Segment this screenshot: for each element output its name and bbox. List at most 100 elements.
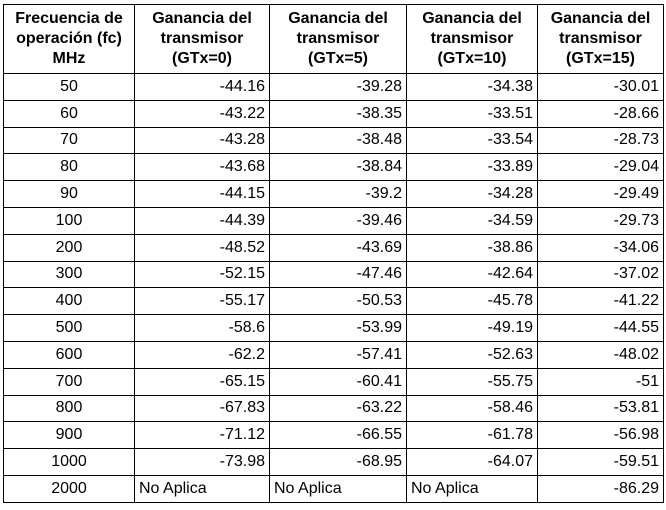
gain-cell: -28.73 bbox=[537, 126, 664, 155]
gain-cell: -45.78 bbox=[406, 287, 538, 316]
gain-cell: No Aplica bbox=[406, 474, 538, 503]
gain-cell: -49.19 bbox=[406, 314, 538, 342]
frequency-cell: 90 bbox=[3, 180, 135, 208]
frequency-cell: 80 bbox=[3, 153, 135, 182]
gain-cell: -56.98 bbox=[537, 421, 664, 450]
gain-cell: -58.46 bbox=[406, 394, 538, 423]
frequency-cell: 70 bbox=[3, 126, 135, 155]
table-row: 90 -44.15 -39.2 -34.28 -29.49 bbox=[3, 180, 664, 208]
gain-cell: -44.39 bbox=[134, 206, 270, 235]
gain-cell: -59.51 bbox=[537, 448, 664, 476]
gain-cell: -86.29 bbox=[537, 474, 664, 503]
gain-cell: -66.55 bbox=[269, 421, 407, 450]
gain-cell: -39.46 bbox=[269, 206, 407, 235]
gain-cell: -43.69 bbox=[269, 233, 407, 262]
gain-cell: -29.04 bbox=[537, 153, 664, 182]
frequency-cell: 2000 bbox=[3, 474, 135, 503]
gain-cell: -38.84 bbox=[269, 153, 407, 182]
frequency-cell: 900 bbox=[3, 421, 135, 450]
table-row: 50 -44.16 -39.28 -34.38 -30.01 bbox=[3, 73, 664, 101]
gain-cell: -55.17 bbox=[134, 287, 270, 316]
gain-cell: -52.15 bbox=[134, 260, 270, 289]
gain-cell: -44.15 bbox=[134, 180, 270, 208]
gain-cell: -28.66 bbox=[537, 99, 664, 128]
gain-cell: -48.52 bbox=[134, 233, 270, 262]
gain-cell: -51 bbox=[537, 367, 664, 396]
header-frequency: Frecuencia de operación (fc) MHz bbox=[3, 4, 135, 74]
gain-cell: -43.22 bbox=[134, 99, 270, 128]
gain-cell: -39.2 bbox=[269, 180, 407, 208]
frequency-cell: 500 bbox=[3, 314, 135, 342]
gain-cell: -61.78 bbox=[406, 421, 538, 450]
gain-cell: -67.83 bbox=[134, 394, 270, 423]
gain-cell: -58.6 bbox=[134, 314, 270, 342]
gain-cell: -53.81 bbox=[537, 394, 664, 423]
gain-cell: -43.68 bbox=[134, 153, 270, 182]
table-row: 700 -65.15 -60.41 -55.75 -51 bbox=[3, 367, 664, 396]
gain-cell: -43.28 bbox=[134, 126, 270, 155]
gain-cell: -33.51 bbox=[406, 99, 538, 128]
gain-cell: -57.41 bbox=[269, 340, 407, 369]
gain-cell: -68.95 bbox=[269, 448, 407, 476]
frequency-cell: 800 bbox=[3, 394, 135, 423]
gain-cell: -63.22 bbox=[269, 394, 407, 423]
frequency-cell: 700 bbox=[3, 367, 135, 396]
table-row: 80 -43.68 -38.84 -33.89 -29.04 bbox=[3, 153, 664, 182]
gain-cell: -65.15 bbox=[134, 367, 270, 396]
frequency-cell: 600 bbox=[3, 340, 135, 369]
gain-cell: -38.35 bbox=[269, 99, 407, 128]
gain-cell: -73.98 bbox=[134, 448, 270, 476]
gain-cell: -53.99 bbox=[269, 314, 407, 342]
frequency-cell: 100 bbox=[3, 206, 135, 235]
gain-cell: -44.16 bbox=[134, 73, 270, 101]
gain-cell: -60.41 bbox=[269, 367, 407, 396]
table-row: 100 -44.39 -39.46 -34.59 -29.73 bbox=[3, 206, 664, 235]
gain-cell: -62.2 bbox=[134, 340, 270, 369]
gain-cell: -71.12 bbox=[134, 421, 270, 450]
header-gain-gtx5: Ganancia del transmisor (GTx=5) bbox=[269, 4, 407, 74]
gain-cell: -29.49 bbox=[537, 180, 664, 208]
table-row: 500 -58.6 -53.99 -49.19 -44.55 bbox=[3, 314, 664, 342]
table-row: 2000 No Aplica No Aplica No Aplica -86.29 bbox=[3, 474, 664, 503]
gain-cell: -33.89 bbox=[406, 153, 538, 182]
table-row: 900 -71.12 -66.55 -61.78 -56.98 bbox=[3, 421, 664, 450]
header-row: Frecuencia de operación (fc) MHz Gananci… bbox=[3, 4, 664, 74]
frequency-cell: 60 bbox=[3, 99, 135, 128]
table-row: 800 -67.83 -63.22 -58.46 -53.81 bbox=[3, 394, 664, 423]
gain-cell: No Aplica bbox=[269, 474, 407, 503]
gain-cell: -39.28 bbox=[269, 73, 407, 101]
table-row: 600 -62.2 -57.41 -52.63 -48.02 bbox=[3, 340, 664, 369]
header-gain-gtx15: Ganancia del transmisor (GTx=15) bbox=[537, 4, 664, 74]
gain-cell: -34.38 bbox=[406, 73, 538, 101]
frequency-cell: 50 bbox=[3, 73, 135, 101]
gain-cell: -50.53 bbox=[269, 287, 407, 316]
header-gain-gtx0: Ganancia del transmisor (GTx=0) bbox=[134, 4, 270, 74]
gain-cell: -34.06 bbox=[537, 233, 664, 262]
frequency-cell: 300 bbox=[3, 260, 135, 289]
gain-cell: -44.55 bbox=[537, 314, 664, 342]
table-row: 60 -43.22 -38.35 -33.51 -28.66 bbox=[3, 99, 664, 128]
table-body: 50 -44.16 -39.28 -34.38 -30.01 60 -43.22 -38.35… bbox=[3, 73, 664, 503]
header-gain-gtx10: Ganancia del transmisor (GTx=10) bbox=[406, 4, 538, 74]
gain-cell: -55.75 bbox=[406, 367, 538, 396]
gain-cell: -30.01 bbox=[537, 73, 664, 101]
frequency-cell: 400 bbox=[3, 287, 135, 316]
gain-cell: -33.54 bbox=[406, 126, 538, 155]
gain-cell: -41.22 bbox=[537, 287, 664, 316]
gain-cell: -64.07 bbox=[406, 448, 538, 476]
table-row: 200 -48.52 -43.69 -38.86 -34.06 bbox=[3, 233, 664, 262]
table-row: 70 -43.28 -38.48 -33.54 -28.73 bbox=[3, 126, 664, 155]
table-row: 1000 -73.98 -68.95 -64.07 -59.51 bbox=[3, 448, 664, 476]
frequency-cell: 200 bbox=[3, 233, 135, 262]
gain-cell: No Aplica bbox=[134, 474, 270, 503]
gain-cell: -38.86 bbox=[406, 233, 538, 262]
table-row: 300 -52.15 -47.46 -42.64 -37.02 bbox=[3, 260, 664, 289]
gain-cell: -52.63 bbox=[406, 340, 538, 369]
table-row: 400 -55.17 -50.53 -45.78 -41.22 bbox=[3, 287, 664, 316]
gain-cell: -34.28 bbox=[406, 180, 538, 208]
gain-cell: -37.02 bbox=[537, 260, 664, 289]
gain-cell: -42.64 bbox=[406, 260, 538, 289]
gain-cell: -34.59 bbox=[406, 206, 538, 235]
frequency-cell: 1000 bbox=[3, 448, 135, 476]
gain-table: Frecuencia de operación (fc) MHz Gananci… bbox=[3, 4, 664, 503]
